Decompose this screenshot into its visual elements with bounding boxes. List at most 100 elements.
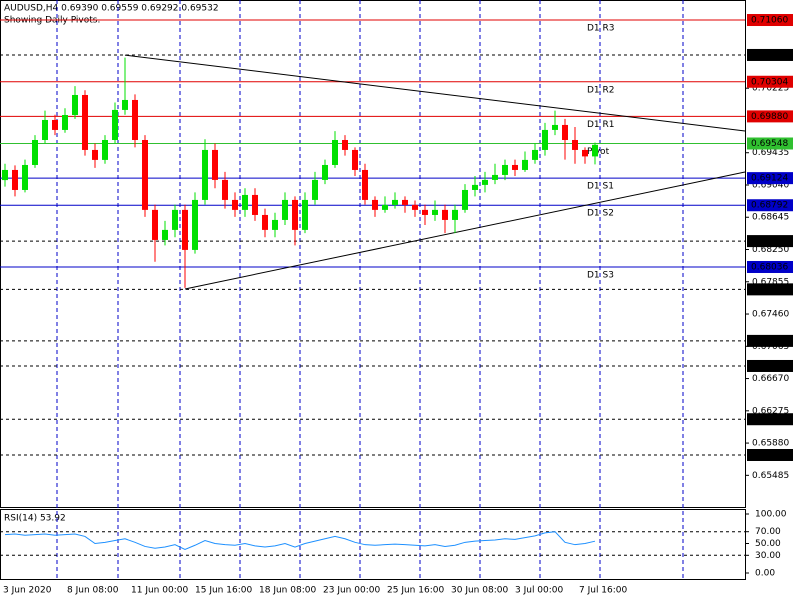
candle-body [32, 139, 38, 165]
level-box [747, 199, 793, 212]
x-tick-label: 7 Jul 16:00 [579, 586, 628, 596]
level-label: 0.67131 [751, 336, 788, 346]
level-label: 0.70304 [751, 77, 788, 87]
candle-body [302, 199, 308, 230]
y-tick-label: 0.65880 [752, 439, 789, 449]
level-label: 0.66824 [751, 361, 788, 371]
candle-body [42, 119, 48, 140]
y-tick-label: 0.66670 [752, 374, 789, 384]
y-tick-label: 0.66275 [752, 406, 789, 416]
x-tick-label: 3 Jun 2020 [3, 586, 52, 596]
x-tick-label: 25 Jun 16:00 [387, 586, 444, 596]
candle-body [382, 204, 388, 210]
candle-body [482, 179, 488, 185]
level-box [747, 110, 793, 123]
candle-body [522, 159, 528, 170]
candle-body [132, 99, 138, 140]
rsi-tick-label: 100.00 [755, 510, 787, 520]
y-tick-label: 0.70225 [752, 84, 789, 94]
candle-body [502, 164, 508, 175]
candle-body [582, 149, 588, 157]
y-tick-label: 0.68250 [752, 245, 789, 255]
rsi-tick-label: 70.00 [755, 527, 781, 537]
level-label: 0.69124 [751, 174, 788, 184]
candle-body [72, 94, 78, 115]
candle-body [272, 219, 278, 230]
candle-body [292, 199, 298, 230]
level-box [747, 359, 793, 372]
candle-body [262, 214, 268, 230]
level-box [747, 14, 793, 27]
level-label: 0.66172 [751, 415, 788, 425]
x-tick-label: 18 Jun 08:00 [259, 586, 316, 596]
candle-body [232, 199, 238, 210]
candle-body [422, 209, 428, 215]
candle-body [2, 169, 8, 181]
trendline [124, 54, 746, 132]
level-name: D1 S2 [587, 209, 614, 219]
candle-body [242, 194, 248, 210]
level-box [747, 172, 793, 185]
x-tick-label: 3 Jul 00:00 [515, 586, 564, 596]
x-tick-label: 23 Jun 00:00 [323, 586, 380, 596]
y-tick-label: 0.67460 [752, 310, 789, 320]
rsi-frame [0, 509, 746, 580]
candle-body [572, 139, 578, 150]
candle-body [322, 164, 328, 180]
level-name: D1 R3 [587, 24, 615, 34]
candle-body [412, 204, 418, 210]
candle-body [282, 199, 288, 220]
level-label: 0.71060 [751, 16, 788, 26]
candle-body [312, 179, 318, 200]
candle-body [222, 179, 228, 200]
candle-body [252, 194, 258, 215]
level-box [747, 235, 793, 248]
x-tick-label: 8 Jun 08:00 [67, 586, 119, 596]
level-label: 0.68353 [751, 237, 788, 247]
level-box [747, 283, 793, 296]
x-tick-label: 30 Jun 08:00 [451, 586, 508, 596]
candle-body [62, 114, 68, 130]
candle-body [362, 169, 368, 200]
y-tick-label: 0.69435 [752, 148, 789, 158]
candle-body [472, 184, 478, 190]
candle-body [442, 209, 448, 220]
candle-body [212, 149, 218, 180]
candle-body [112, 109, 118, 140]
candle-body [172, 209, 178, 230]
candle-body [592, 144, 598, 157]
candle-body [202, 149, 208, 200]
level-box [747, 448, 793, 461]
candle-body [102, 139, 108, 160]
candle-body [152, 209, 158, 240]
level-label: 0.69548 [751, 139, 788, 149]
level-label: 0.69880 [751, 112, 788, 122]
candle-body [332, 139, 338, 165]
level-box [747, 334, 793, 347]
level-name: D1 R1 [587, 120, 615, 130]
candle-body [552, 124, 558, 130]
candle-body [162, 229, 168, 240]
candle-body [462, 189, 468, 210]
candle-body [92, 149, 98, 160]
candle-body [402, 199, 408, 205]
candle-body [52, 119, 58, 130]
candle-body [532, 149, 538, 160]
level-name: Pivot [587, 147, 610, 157]
level-label: 0.70632 [751, 50, 788, 60]
x-tick-label: 15 Jun 16:00 [195, 586, 252, 596]
y-tick-label: 0.65485 [752, 471, 789, 481]
candle-body [372, 199, 378, 210]
candle-body [392, 199, 398, 205]
candle-body [122, 99, 128, 110]
y-tick-label: 0.69040 [752, 180, 789, 190]
candle-body [142, 139, 148, 210]
candle-body [562, 124, 568, 140]
candle-body [192, 199, 198, 250]
candle-body [12, 169, 18, 190]
chart-title: AUDUSD,H4 0.69390 0.69559 0.69292 0.6953… [4, 4, 219, 14]
rsi-label: RSI(14) 53.92 [4, 514, 66, 524]
candle-body [492, 174, 498, 180]
